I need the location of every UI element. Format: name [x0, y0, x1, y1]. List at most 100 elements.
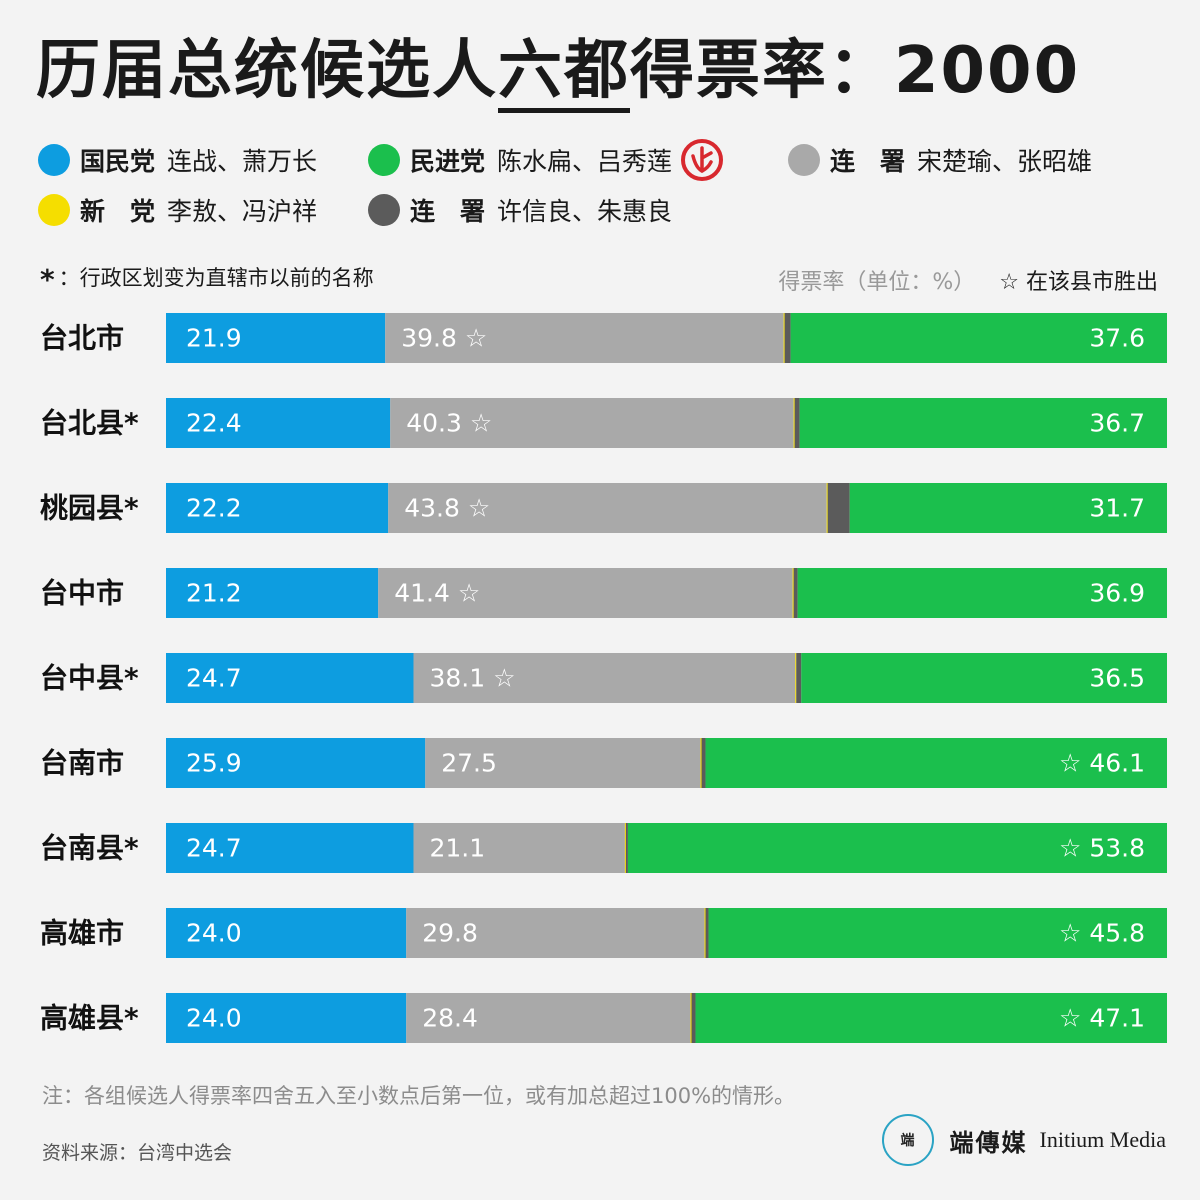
bar-segment	[795, 653, 797, 703]
row-label: 桃园县*	[40, 492, 139, 525]
bar-segment	[784, 313, 791, 363]
bar-segment	[413, 823, 625, 873]
ballot-stamp-icon	[681, 139, 724, 181]
value-label: ☆ 47.1	[1059, 1004, 1145, 1033]
bar-segment	[624, 823, 626, 873]
value-label: 36.9	[1089, 579, 1145, 608]
asterisk-mark: *	[40, 263, 55, 296]
footnote: 注：各组候选人得票率四舍五入至小数点后第一位，或有加总超过100%的情形。	[42, 1084, 796, 1108]
bar-segment	[799, 398, 1167, 448]
bar-segment	[166, 653, 414, 703]
bar-segment	[849, 483, 1167, 533]
value-label: 24.0	[186, 1004, 242, 1033]
bar-segment	[625, 823, 628, 873]
value-label: 27.5	[441, 749, 497, 778]
bar-segment	[406, 993, 691, 1043]
value-label: 43.8 ☆	[404, 494, 490, 523]
row-label: 台南县*	[40, 832, 139, 865]
bar-segment	[797, 568, 1167, 618]
bar-segment	[705, 738, 1167, 788]
bar-segment	[627, 823, 1167, 873]
value-label: 21.2	[186, 579, 242, 608]
legend-party: 连 署	[830, 147, 906, 176]
legend-party: 连 署	[410, 197, 486, 226]
legend-names: 许信良、朱惠良	[497, 197, 673, 226]
legend-names: 宋楚瑜、张昭雄	[917, 147, 1093, 176]
value-label: ☆ 53.8	[1059, 834, 1145, 863]
bar-segment	[700, 738, 702, 788]
bar-segment	[388, 483, 827, 533]
row-label: 台南市	[40, 747, 124, 780]
page-title: 历届总统候选人六都得票率：2000	[36, 26, 1080, 116]
value-label: 21.9	[186, 324, 242, 353]
bar-segment	[166, 823, 414, 873]
brand-logo: 端 端傳媒 Initium Media	[881, 1112, 1166, 1168]
bar-segment	[413, 653, 796, 703]
value-label: 21.1	[429, 834, 485, 863]
source-note: 资料来源：台湾中选会	[42, 1142, 233, 1164]
value-label: 22.2	[186, 494, 242, 523]
bar-segment	[166, 993, 407, 1043]
legend-item-dpp: 民进党 陈水扁、吕秀莲	[368, 138, 724, 182]
title-part3: 得票率：2000	[630, 34, 1081, 108]
bar-segment	[425, 738, 701, 788]
bar-segment	[704, 908, 706, 958]
brand-name-cn: 端傳媒	[949, 1127, 1028, 1157]
soong-color-dot	[788, 144, 820, 176]
bar-segment	[790, 313, 1167, 363]
bar-segment	[794, 398, 800, 448]
value-label: 31.7	[1089, 494, 1145, 523]
asterisk-note-text: ：行政区划变为直辖市以前的名称	[58, 266, 374, 290]
brand-mark: 端	[881, 1114, 934, 1166]
legend-item-kmt: 国民党 连战、萧万长	[38, 138, 317, 182]
brand-name-en: Initium Media	[1039, 1127, 1166, 1152]
new-party-color-dot	[38, 194, 70, 226]
value-label: 24.0	[186, 919, 242, 948]
legend-item-hsu: 连 署 许信良、朱惠良	[368, 188, 672, 232]
bar-segment	[166, 568, 379, 618]
row-label: 台中县*	[40, 662, 139, 695]
value-label: 37.6	[1089, 324, 1145, 353]
bar-segment	[695, 993, 1167, 1043]
legend-names: 李敖、冯沪祥	[167, 197, 318, 226]
value-label: 24.7	[186, 834, 242, 863]
legend: 国民党 连战、萧万长 民进党 陈水扁、吕秀莲 连 署 宋楚瑜、张昭雄 新 党 李…	[38, 138, 1178, 238]
bar-segment	[826, 483, 828, 533]
bar-segment	[390, 398, 794, 448]
bar-segment	[701, 738, 706, 788]
value-label: 22.4	[186, 409, 242, 438]
bar-segment	[793, 398, 795, 448]
bar-segment	[792, 568, 794, 618]
bar-segment	[793, 568, 798, 618]
value-label: 36.7	[1089, 409, 1145, 438]
title-part2-underlined: 六都	[498, 34, 630, 113]
value-label: ☆ 45.8	[1059, 919, 1145, 948]
asterisk-note: * ：行政区划变为直辖市以前的名称	[40, 262, 374, 296]
legend-names: 陈水扁、吕秀莲	[497, 147, 673, 176]
value-label: 25.9	[186, 749, 242, 778]
row-label: 台北市	[40, 322, 124, 355]
unit-note: 得票率（单位：%） ☆ 在该县市胜出	[778, 264, 1158, 296]
unit-label: 得票率（单位：%）	[778, 270, 976, 295]
bar-segment	[166, 908, 407, 958]
bar-segment	[783, 313, 785, 363]
kmt-color-dot	[38, 144, 70, 176]
value-label: 29.8	[422, 919, 478, 948]
bar-segment	[166, 738, 426, 788]
value-label: 40.3 ☆	[406, 409, 492, 438]
hsu-color-dot	[368, 194, 400, 226]
legend-names: 连战、萧万长	[167, 147, 318, 176]
bar-segment	[690, 993, 692, 1043]
bar-segment	[827, 483, 850, 533]
bar-segment	[385, 313, 784, 363]
legend-row-1: 国民党 连战、萧万长 民进党 陈水扁、吕秀莲 连 署 宋楚瑜、张昭雄	[38, 138, 1178, 188]
legend-party: 新 党	[80, 197, 156, 226]
row-label: 高雄县*	[40, 1002, 139, 1035]
row-label: 高雄市	[40, 917, 124, 950]
bar-segment	[378, 568, 793, 618]
legend-item-soong: 连 署 宋楚瑜、张昭雄	[788, 138, 1092, 182]
bar-segment	[796, 653, 802, 703]
bar-segment	[708, 908, 1167, 958]
value-label: 41.4 ☆	[394, 579, 480, 608]
